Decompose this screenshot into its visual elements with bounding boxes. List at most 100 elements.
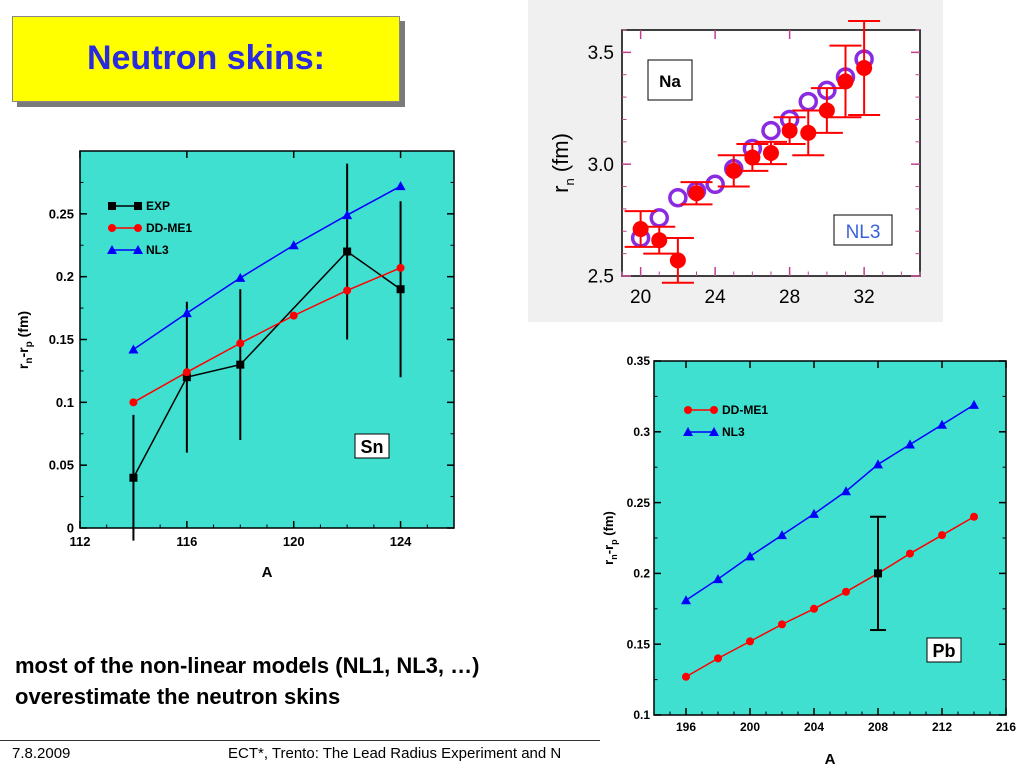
sn-point-dd-me1 [236, 339, 245, 348]
pb-legend-marker [709, 427, 719, 436]
pb-point-nl3 [713, 574, 723, 584]
pb-x-tick-label: 204 [804, 720, 824, 734]
sn-legend-marker [133, 245, 143, 254]
pb-line-nl3 [685, 404, 975, 601]
sn-legend-marker [134, 224, 142, 232]
sn-y-tick-label: 0.2 [56, 269, 74, 284]
pb-panel-label-box [926, 637, 962, 663]
pb-point-nl3 [969, 399, 979, 409]
pb-point-dd-me1 [746, 637, 754, 646]
sn-point-nl3 [342, 210, 353, 220]
sn-point-exp [129, 473, 138, 482]
sn-plot-area [79, 150, 455, 529]
pb-point-nl3 [777, 530, 787, 540]
pb-point-nl3 [841, 486, 851, 496]
sn-x-axis-label: A [262, 564, 273, 581]
caption-line-2: overestimate the neutron skins [15, 684, 341, 709]
sn-y-tick-label: 0.25 [49, 206, 74, 221]
sn-point-nl3 [181, 308, 192, 318]
pb-point-nl3 [745, 551, 755, 561]
pb-point-dd-me1 [778, 620, 786, 629]
sn-legend-marker [108, 202, 116, 210]
pb-x-tick-label: 216 [996, 720, 1016, 734]
pb-y-axis-label: rn-rp (fm) [601, 511, 619, 565]
pb-point-dd-me1 [938, 531, 946, 540]
footer-divider [0, 740, 600, 741]
na-point-exp [632, 221, 649, 238]
pb-legend-item-dd-me1: DD-ME1 [684, 403, 768, 417]
sn-point-dd-me1 [289, 311, 298, 320]
sn-point-dd-me1 [129, 398, 138, 407]
slide-title-box: Neutron skins: [12, 16, 400, 102]
na-point-nl3 [668, 187, 688, 208]
na-y-tick-label: 3.5 [588, 43, 614, 64]
pb-point-nl3 [873, 459, 883, 469]
pb-point-nl3 [809, 508, 819, 518]
sn-point-exp [396, 285, 405, 294]
na-point-exp [688, 185, 705, 202]
pb-series-exp [870, 515, 886, 632]
sn-point-nl3 [235, 272, 246, 282]
na-model-label-box [833, 214, 893, 246]
na-x-tick-label: 20 [630, 287, 651, 308]
caption: most of the non-linear models (NL1, NL3,… [15, 650, 615, 712]
na-x-tick-label: 24 [705, 287, 727, 308]
pb-y-tick-label: 0.25 [627, 496, 651, 510]
sn-y-tick-label: 0.05 [49, 458, 74, 473]
sn-point-nl3 [288, 240, 299, 250]
pb-point-exp [874, 569, 882, 578]
sn-legend-item-dd-me1: DD-ME1 [108, 221, 192, 235]
sn-point-nl3 [395, 181, 406, 191]
sn-x-tick-label: 120 [283, 534, 305, 549]
na-point-exp [651, 232, 668, 249]
sn-legend-marker [108, 224, 116, 232]
sn-x-tick-label: 124 [390, 534, 412, 549]
sn-point-dd-me1 [396, 263, 405, 272]
na-point-exp [818, 102, 835, 119]
sn-series-exp [129, 163, 405, 541]
na-point-exp [744, 149, 761, 166]
pb-series-nl3 [681, 399, 979, 605]
sn-point-exp [236, 360, 245, 369]
na-point-nl3 [705, 174, 725, 195]
sn-point-dd-me1 [182, 368, 191, 377]
footer-conference: ECT*, Trento: The Lead Radius Experiment… [228, 745, 562, 762]
pb-x-tick-label: 212 [932, 720, 952, 734]
sn-legend-marker [134, 202, 142, 210]
na-y-tick-label: 3.0 [588, 155, 614, 176]
pb-x-axis-label: A [825, 751, 836, 768]
sn-legend-item-nl3: NL3 [107, 243, 169, 257]
pb-point-dd-me1 [682, 672, 690, 681]
sn-point-exp [343, 247, 352, 256]
pb-point-dd-me1 [714, 654, 722, 663]
pb-y-tick-label: 0.35 [627, 354, 651, 368]
sn-panel-label: Sn [360, 437, 383, 457]
sn-point-exp [182, 373, 191, 382]
na-chart: 20 24 28 322.53.03.5 Na NL3 rn (fm) [528, 0, 943, 322]
na-x-tick-label: 32 [854, 287, 875, 308]
pb-x-tick-label: 196 [676, 720, 696, 734]
sn-legend-label: EXP [146, 199, 170, 213]
sn-chart: 112 116 120 124 0 0.05 0.1 0.15 0.2 0.25 EXP DD-ME… [15, 150, 455, 581]
sn-y-tick-label: 0.15 [49, 332, 74, 347]
pb-point-dd-me1 [906, 549, 914, 558]
pb-legend-marker [684, 406, 692, 414]
na-point-exp [725, 162, 742, 179]
sn-panel-label-box [354, 433, 390, 459]
footer-date: 7.8.2009 [12, 745, 71, 762]
pb-legend-label: NL3 [722, 425, 745, 439]
pb-y-tick-label: 0.3 [633, 425, 650, 439]
na-point-exp [781, 122, 798, 139]
na-point-exp [800, 124, 817, 141]
sn-line-nl3 [133, 185, 401, 351]
sn-legend-item-exp: EXP [108, 199, 170, 213]
na-point-exp [669, 252, 686, 269]
pb-line-dd-me1 [685, 516, 975, 678]
pb-panel-label: Pb [932, 641, 955, 661]
pb-y-tick-label: 0.1 [633, 708, 650, 722]
na-point-exp [856, 60, 873, 77]
pb-point-dd-me1 [810, 604, 818, 613]
pb-y-tick-label: 0.15 [627, 637, 651, 651]
pb-point-nl3 [905, 439, 915, 449]
na-point-exp [763, 145, 779, 161]
